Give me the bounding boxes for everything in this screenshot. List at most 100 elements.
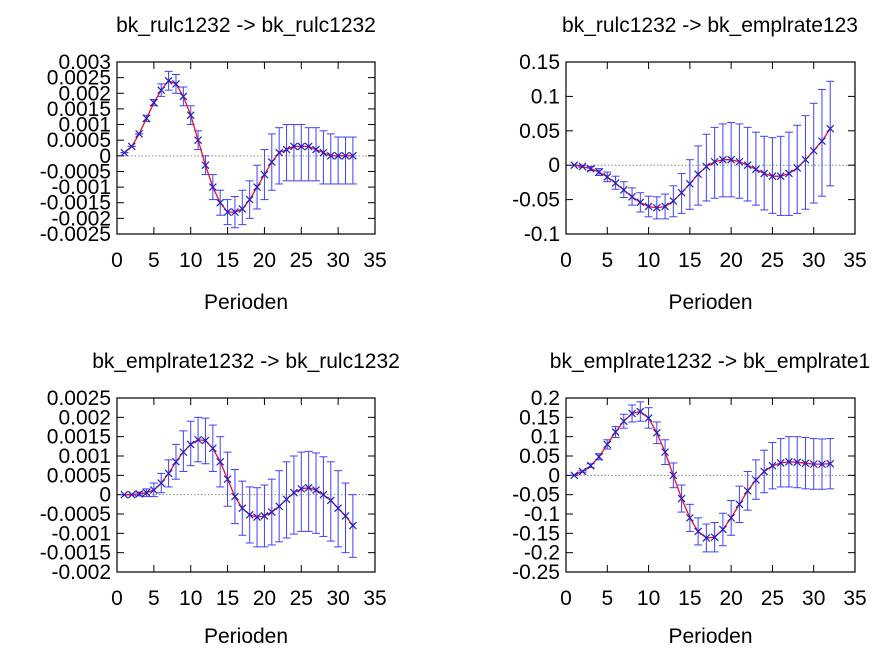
y-tick-label: -0.25 xyxy=(512,561,560,584)
irf-point xyxy=(164,76,173,85)
y-tick-label: -0.0015 xyxy=(40,192,111,215)
irf-point xyxy=(208,444,217,453)
x-tick-label: 25 xyxy=(761,587,784,610)
irf-point xyxy=(297,484,306,493)
irf-point xyxy=(751,476,760,484)
y-tick-label: -0.0005 xyxy=(40,160,111,183)
y-tick-label: 0 xyxy=(99,145,111,168)
irf-point xyxy=(341,151,350,160)
y-tick-label: -0.1 xyxy=(524,503,560,526)
irf-point xyxy=(282,145,291,154)
irf-point xyxy=(253,513,261,522)
y-tick-label: 0 xyxy=(548,154,560,177)
x-tick-label: 10 xyxy=(179,249,202,272)
irf-point xyxy=(735,500,744,509)
irf-point xyxy=(809,460,818,469)
irf-point xyxy=(677,494,686,503)
irf-point xyxy=(341,512,350,520)
y-tick-label: 0.003 xyxy=(58,51,111,74)
x-tick-label: 0 xyxy=(111,587,123,610)
plot-frame xyxy=(116,61,376,235)
irf-point xyxy=(603,440,612,449)
irf-point xyxy=(334,504,343,513)
irf-point xyxy=(578,162,587,171)
irf-point xyxy=(289,488,298,497)
x-axis-label: Perioden xyxy=(668,291,752,314)
y-tick-label: -0.002 xyxy=(51,561,111,584)
irf-point xyxy=(245,510,254,519)
irf-point xyxy=(669,197,678,205)
irf-point xyxy=(179,448,188,457)
irf-point xyxy=(231,208,239,217)
irf-point xyxy=(768,172,777,181)
x-tick-label: 35 xyxy=(843,249,866,272)
irf-point xyxy=(694,170,703,179)
y-tick-label: 0.001 xyxy=(58,445,111,468)
irf-point xyxy=(142,488,151,497)
irf-point xyxy=(334,151,343,160)
irf-point xyxy=(785,169,793,178)
y-tick-label: 0 xyxy=(548,464,560,487)
irf-point xyxy=(619,417,628,426)
irf-point xyxy=(326,151,335,160)
y-tick-label: -0.001 xyxy=(51,176,111,199)
y-tick-label: 0.15 xyxy=(519,51,560,74)
irf-point xyxy=(223,475,232,484)
irf-point xyxy=(179,92,188,101)
y-tick-label: 0.0025 xyxy=(47,387,111,410)
irf-point xyxy=(253,183,261,192)
irf-point xyxy=(785,457,793,466)
irf-point xyxy=(644,414,653,423)
irf-point xyxy=(669,471,678,480)
y-tick-label: -0.05 xyxy=(512,484,560,507)
irf-point xyxy=(312,486,320,494)
y-tick-label: 0.0005 xyxy=(47,129,111,152)
irf-point xyxy=(312,145,320,154)
y-tick-label: 0.0015 xyxy=(47,426,111,449)
irf-point xyxy=(127,490,136,499)
irf-point xyxy=(826,459,835,468)
x-tick-label: 20 xyxy=(253,249,276,272)
x-tick-label: 5 xyxy=(148,587,160,610)
irf-point xyxy=(809,146,818,155)
irf-point xyxy=(727,513,736,522)
y-tick-label: 0.05 xyxy=(519,120,560,143)
y-tick-label: -0.2 xyxy=(524,542,560,565)
irf-point xyxy=(231,492,239,501)
irf-point xyxy=(677,188,686,197)
x-tick-label: 20 xyxy=(719,587,742,610)
irf-point xyxy=(603,172,612,181)
irf-point xyxy=(735,157,744,166)
y-tick-label: -0.0025 xyxy=(40,223,111,246)
irf-point xyxy=(348,521,357,530)
x-tick-label: 15 xyxy=(678,587,701,610)
irf-point xyxy=(652,428,661,437)
irf-point xyxy=(319,490,328,499)
irf-point xyxy=(267,508,276,516)
irf-point xyxy=(267,158,276,166)
irf-point xyxy=(710,533,719,542)
irf-point xyxy=(818,460,826,469)
x-tick-label: 35 xyxy=(363,249,386,272)
irf-point xyxy=(289,142,298,151)
y-tick-label: -0.1 xyxy=(524,223,560,246)
irf-point xyxy=(743,486,752,495)
irf-point xyxy=(661,202,670,211)
irf-point xyxy=(636,198,645,207)
x-tick-label: 25 xyxy=(290,587,313,610)
irf-point xyxy=(304,142,313,151)
irf-point xyxy=(157,86,166,95)
y-tick-label: 0.05 xyxy=(519,445,560,468)
x-tick-label: 25 xyxy=(761,249,784,272)
x-tick-label: 10 xyxy=(637,249,660,272)
y-tick-label: -0.05 xyxy=(512,189,560,212)
y-tick-label: -0.002 xyxy=(51,207,111,230)
irf-point xyxy=(164,469,173,478)
irf-point xyxy=(135,489,144,498)
irf-point xyxy=(793,458,802,467)
y-tick-label: 0.1 xyxy=(531,85,560,108)
irf-point xyxy=(578,467,587,476)
subplot-3: bk_emplrate1232 -> bk_rulc12320.00250.00… xyxy=(40,350,400,648)
